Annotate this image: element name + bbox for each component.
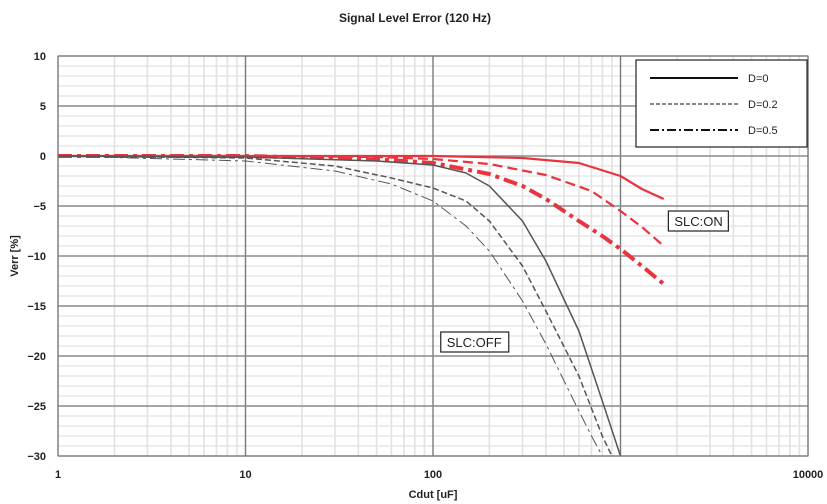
y-tick-label: −15 bbox=[27, 301, 46, 313]
legend-label-d05: D=0.5 bbox=[748, 125, 778, 137]
plot-frame bbox=[57, 55, 809, 457]
legend: D=0 D=0.2 D=0.5 bbox=[635, 59, 808, 148]
y-tick-label: −5 bbox=[33, 201, 46, 213]
y-axis-label: Verr [%] bbox=[9, 235, 21, 277]
x-axis-label: Cdut [uF] bbox=[409, 489, 458, 501]
y-tick-label: −20 bbox=[27, 351, 46, 363]
y-tick-label: 10 bbox=[34, 51, 46, 63]
y-tick-label: −10 bbox=[27, 251, 46, 263]
series-line-slc-off-solid bbox=[57, 155, 622, 457]
x-tick-label: 10 bbox=[239, 469, 251, 481]
series-line-slc-off-dashdot bbox=[57, 155, 603, 457]
legend-label-d0: D=0 bbox=[748, 73, 769, 85]
tick-labels: 1 10 100 10000 10 5 0 −5 −10 −15 −20 −25 −30 bbox=[27, 51, 823, 481]
x-tick-label: 1 bbox=[55, 469, 61, 481]
x-tick-label: 10000 bbox=[793, 469, 824, 481]
x-tick-label: 100 bbox=[424, 469, 442, 481]
grid bbox=[57, 55, 809, 457]
series-line-slc-on-dashed bbox=[58, 154, 665, 247]
series-line-slc-on-dashdot bbox=[58, 154, 665, 286]
y-tick-label: −30 bbox=[27, 451, 46, 463]
legend-label-d02: D=0.2 bbox=[748, 99, 778, 111]
annotations: SLC:ON SLC:OFF bbox=[440, 210, 729, 353]
chart-title: Signal Level Error (120 Hz) bbox=[339, 11, 491, 25]
annotation-box bbox=[667, 210, 729, 232]
annotation-label: SLC:ON bbox=[674, 214, 722, 229]
series-line-slc-on-solid bbox=[58, 154, 665, 200]
series-line-slc-off-dashed bbox=[57, 155, 613, 457]
y-tick-label: 0 bbox=[40, 151, 46, 163]
annotation-label: SLC:OFF bbox=[447, 335, 502, 350]
series-group bbox=[57, 154, 665, 457]
y-tick-label: −25 bbox=[27, 401, 46, 413]
annotation-box bbox=[440, 331, 510, 353]
legend-box bbox=[635, 59, 808, 148]
y-tick-label: 5 bbox=[40, 101, 46, 113]
